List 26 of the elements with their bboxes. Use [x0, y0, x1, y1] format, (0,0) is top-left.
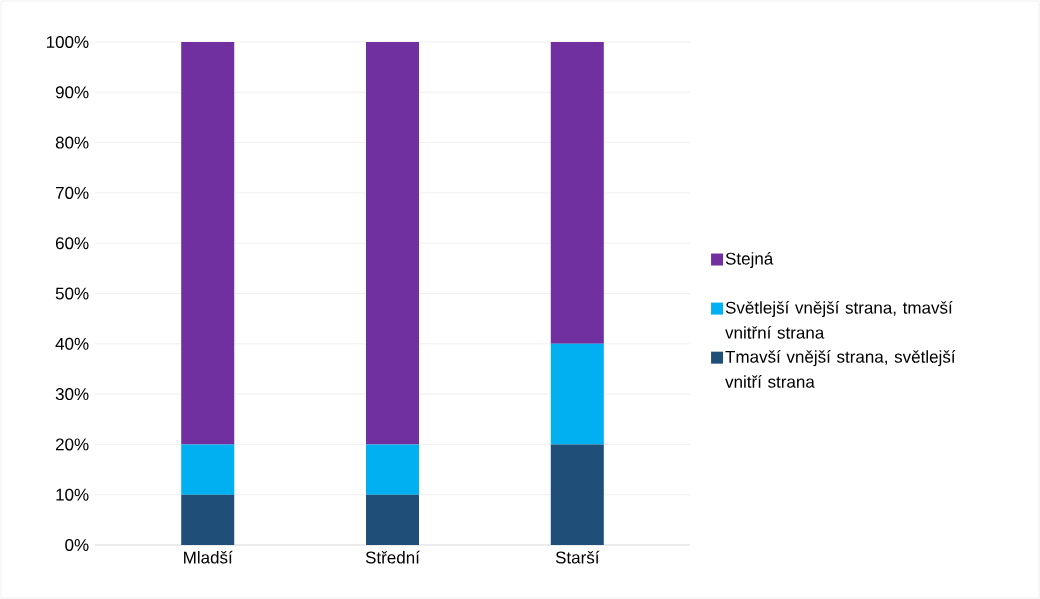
- bar: [365, 444, 420, 495]
- bar: [181, 494, 235, 545]
- y-tick-label: 10%: [56, 488, 89, 501]
- y-tick-label: 70%: [55, 186, 89, 199]
- y-tick-label: 100%: [46, 35, 89, 49]
- bar: [550, 444, 604, 545]
- y-tick-label: 60%: [55, 237, 89, 250]
- bar: [550, 343, 604, 445]
- bar: [181, 41, 235, 445]
- y-tick-label: 90%: [55, 86, 89, 99]
- legend-label: Tmavší vnější strana, světlejší vnitří strana: [725, 350, 956, 388]
- x-tick-label: Starší: [555, 550, 600, 564]
- bar: [550, 41, 604, 344]
- y-tick-label: 80%: [55, 136, 89, 149]
- x-tick-label: Mladší: [184, 550, 233, 564]
- bar: [181, 444, 235, 495]
- y-tick-label: 40%: [55, 337, 89, 350]
- x-tick-label: Střední: [365, 550, 420, 564]
- bar: [365, 494, 420, 545]
- y-tick-label: 50%: [55, 287, 89, 300]
- bar: [365, 41, 420, 445]
- y-tick-label: 30%: [55, 388, 89, 401]
- y-tick-label: 0%: [65, 538, 89, 552]
- legend-label: Stejná: [725, 251, 774, 269]
- legend-label: Světlejší vnější strana, tmavší vnitřní strana: [725, 301, 953, 339]
- y-tick-label: 20%: [55, 438, 89, 451]
